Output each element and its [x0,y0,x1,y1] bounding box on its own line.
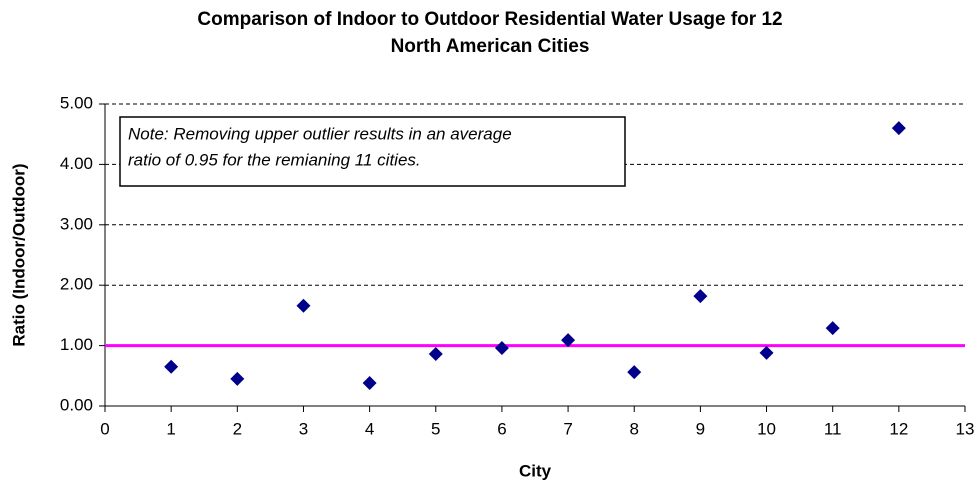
x-tick-label: 10 [757,419,776,438]
data-point [627,365,642,380]
data-point [825,321,840,336]
y-tick-label: 1.00 [60,335,93,354]
x-tick-label: 5 [431,419,440,438]
x-tick-label: 2 [233,419,242,438]
data-point [362,376,377,391]
data-point [759,345,774,360]
annotation-text: Note: Removing upper outlier results in … [128,124,512,143]
x-tick-label: 3 [299,419,308,438]
x-tick-label: 7 [563,419,572,438]
chart-title: North American Cities [391,36,590,57]
annotation-text: ratio of 0.95 for the remianing 11 citie… [128,150,421,169]
x-tick-label: 0 [100,419,109,438]
x-tick-label: 4 [365,419,374,438]
annotation-box [119,116,626,187]
x-tick-label: 8 [629,419,638,438]
data-point [561,333,576,348]
data-point [428,347,443,362]
chart-title: Comparison of Indoor to Outdoor Resident… [197,9,782,30]
x-tick-label: 6 [497,419,506,438]
data-point [891,121,906,136]
data-point [693,289,708,304]
x-tick-label: 9 [696,419,705,438]
y-tick-label: 5.00 [60,93,93,112]
y-tick-label: 0.00 [60,395,93,414]
y-tick-label: 3.00 [60,214,93,233]
x-tick-label: 12 [889,419,908,438]
data-point [296,298,311,313]
x-tick-label: 11 [824,419,842,438]
y-tick-label: 2.00 [60,275,93,294]
y-axis-label: Ratio (Indoor/Outdoor) [9,163,28,346]
y-tick-label: 4.00 [60,154,93,173]
data-point [164,359,179,374]
data-point [230,371,245,386]
x-tick-label: 13 [956,419,975,438]
x-axis-label: City [519,461,552,480]
x-tick-label: 1 [166,419,175,438]
data-point [494,341,509,356]
